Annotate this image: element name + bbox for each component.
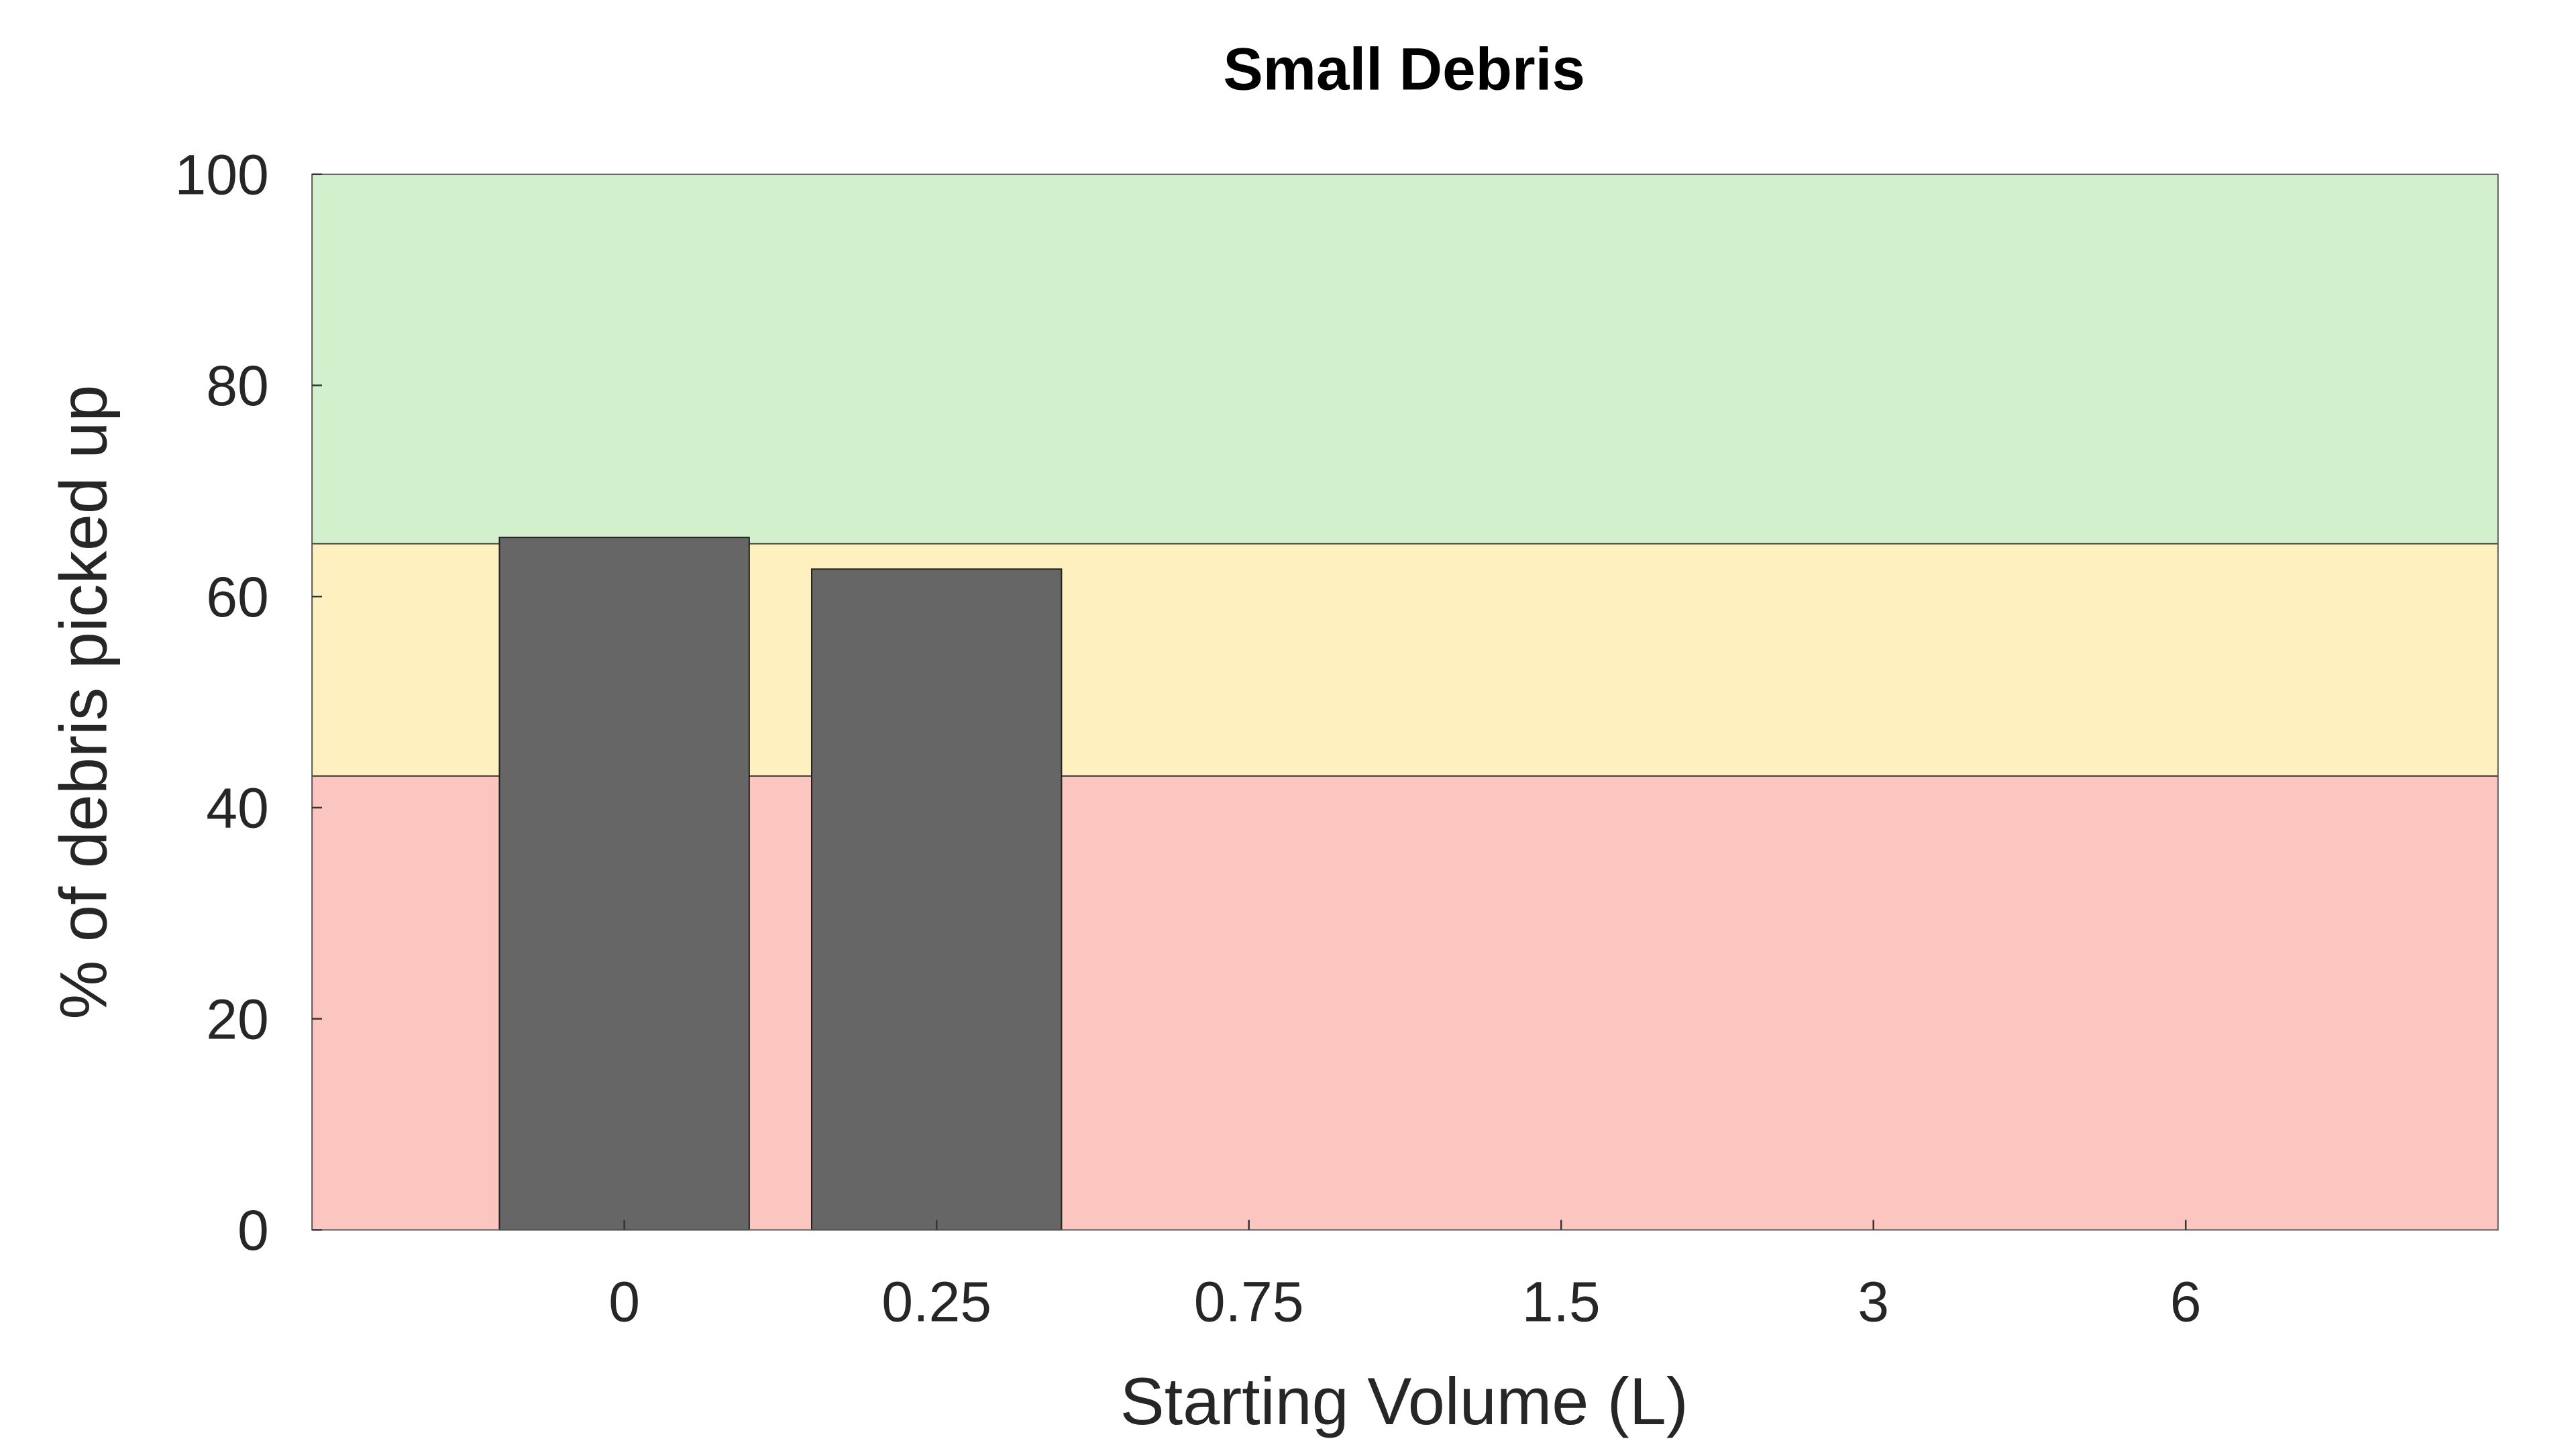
bars [498, 537, 1063, 1231]
threshold-bands [312, 174, 2498, 1230]
y-axis: 0 20 40 60 80 100 [174, 143, 322, 1262]
y-tick-label: 20 [206, 987, 269, 1051]
y-tick-label: 40 [206, 777, 269, 840]
x-axis-label: Starting Volume (L) [1120, 1364, 1688, 1438]
bar [810, 568, 1063, 1231]
y-tick-label: 0 [237, 1199, 269, 1262]
y-tick-label: 80 [206, 354, 269, 417]
chart-title: Small Debris [1223, 36, 1585, 103]
x-tick-label: 1.5 [1522, 1270, 1601, 1333]
y-axis-label: % of debris picked up [46, 385, 120, 1020]
y-tick-label: 60 [206, 566, 269, 629]
x-axis: 0 0.25 0.75 1.5 3 6 [608, 1220, 2202, 1333]
x-tick-label: 3 [1858, 1270, 1889, 1333]
plot-frame [311, 173, 2499, 1231]
x-tick-label: 0 [608, 1270, 640, 1333]
x-tick-label: 0.75 [1194, 1270, 1304, 1333]
x-tick-label: 0.25 [881, 1270, 991, 1333]
x-tick-label: 6 [2170, 1270, 2202, 1333]
y-tick-label: 100 [174, 143, 268, 206]
bar [498, 537, 750, 1231]
threshold-band [312, 174, 2498, 544]
